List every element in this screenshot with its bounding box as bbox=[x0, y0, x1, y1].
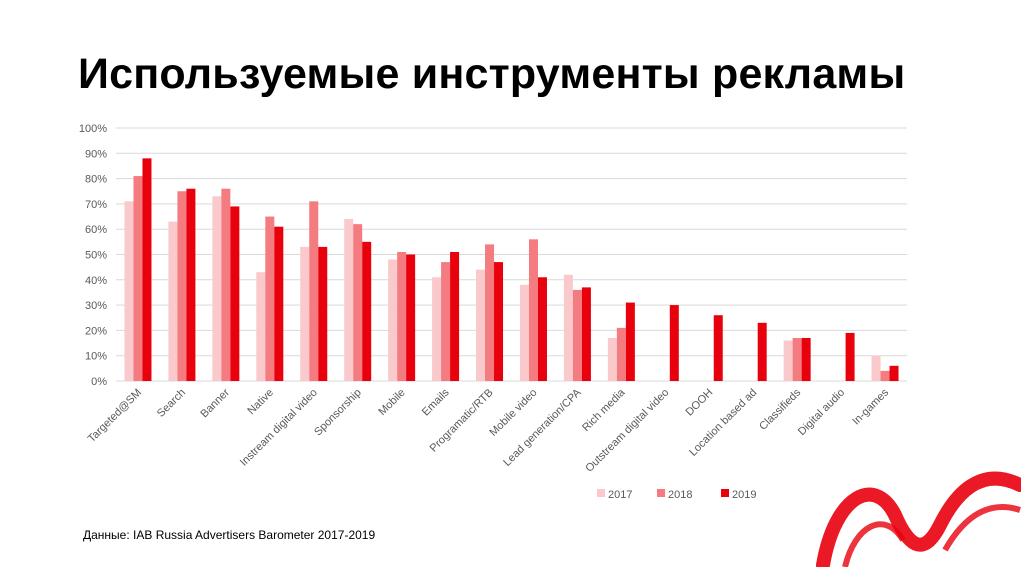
legend-label-2017: 2017 bbox=[608, 489, 632, 501]
x-tick-label: In-games bbox=[850, 386, 891, 427]
bar-2019 bbox=[845, 332, 855, 381]
page-title: Используемые инструменты рекламы bbox=[78, 50, 906, 98]
legend-label-2019: 2019 bbox=[732, 489, 756, 501]
bar-2017 bbox=[168, 221, 178, 381]
bar-2018 bbox=[880, 370, 890, 381]
y-tick-label: 90% bbox=[85, 148, 107, 160]
bar-2019 bbox=[713, 315, 723, 381]
bar-2019 bbox=[581, 287, 591, 381]
source-note: Данные: IAB Russia Advertisers Barometer… bbox=[83, 528, 376, 542]
bar-2017 bbox=[563, 274, 573, 381]
x-tick-label: Native bbox=[245, 387, 276, 418]
bar-2017 bbox=[388, 259, 398, 381]
bar-2018 bbox=[177, 191, 187, 381]
bar-2017 bbox=[783, 340, 793, 381]
y-tick-label: 50% bbox=[85, 250, 107, 262]
bar-2018 bbox=[309, 201, 319, 381]
bar-2017 bbox=[344, 219, 354, 381]
bar-2018 bbox=[441, 262, 451, 381]
x-tick-label: Banner bbox=[198, 386, 232, 420]
y-tick-label: 40% bbox=[85, 275, 107, 287]
legend-swatch-2018 bbox=[657, 489, 665, 497]
bar-2019 bbox=[494, 262, 504, 381]
x-tick-label: Targeted@SM bbox=[86, 387, 144, 445]
bar-chart: 0% 10% 20% 30% 40% 50% 60% 70% 80% 90% 100% Targete… bbox=[79, 123, 907, 501]
bar-2017 bbox=[124, 201, 134, 381]
legend-swatch-2019 bbox=[721, 489, 729, 497]
bar-2017 bbox=[476, 269, 486, 381]
bar-2019 bbox=[450, 251, 460, 381]
y-tick-label: 100% bbox=[79, 123, 107, 135]
bar-2019 bbox=[142, 158, 152, 381]
x-tick-label: Lead generation/CPA bbox=[501, 386, 584, 469]
x-tick-label: Classifieds bbox=[757, 386, 803, 432]
bar-2019 bbox=[406, 254, 416, 381]
y-tick-label: 60% bbox=[85, 224, 107, 236]
bar-2018 bbox=[397, 251, 407, 381]
bar-2017 bbox=[432, 277, 442, 381]
bar-2019 bbox=[362, 241, 372, 381]
y-tick-label: 20% bbox=[85, 325, 107, 337]
bar-2019 bbox=[230, 206, 240, 381]
bar-2019 bbox=[537, 277, 547, 381]
bar-2018 bbox=[792, 337, 802, 381]
x-tick-label: Emails bbox=[420, 386, 452, 418]
bar-2017 bbox=[256, 272, 266, 381]
legend-label-2018: 2018 bbox=[668, 489, 692, 501]
y-tick-label: 0% bbox=[91, 376, 107, 388]
bar-2017 bbox=[212, 196, 222, 381]
x-tick-label: DOOH bbox=[684, 387, 716, 419]
bar-2017 bbox=[300, 246, 310, 381]
x-tick-label: Digital audio bbox=[796, 387, 847, 438]
bar-2019 bbox=[669, 305, 679, 381]
x-tick-label: Instream digital video bbox=[238, 387, 320, 469]
bar-2019 bbox=[625, 302, 635, 381]
x-tick-label: Outstream digital video bbox=[583, 387, 671, 475]
bar-2018 bbox=[572, 289, 582, 381]
y-tick-label: 30% bbox=[85, 300, 107, 312]
bar-2019 bbox=[186, 188, 196, 381]
bar-2019 bbox=[801, 337, 811, 381]
bar-2018 bbox=[265, 216, 275, 381]
bar-2017 bbox=[519, 284, 529, 381]
x-tick-label: Mobile bbox=[376, 387, 407, 418]
legend-swatch-2017 bbox=[597, 489, 605, 497]
bar-2019 bbox=[889, 365, 899, 381]
performance-day-logo bbox=[816, 471, 1021, 567]
bar-2018 bbox=[616, 327, 626, 381]
bar-2018 bbox=[528, 239, 538, 381]
y-tick-label: 10% bbox=[85, 351, 107, 363]
bar-2018 bbox=[221, 188, 231, 381]
y-tick-label: 80% bbox=[85, 174, 107, 186]
x-tick-label: Sponsorship bbox=[312, 387, 364, 439]
bar-2017 bbox=[607, 337, 617, 381]
bar-2018 bbox=[485, 244, 495, 381]
bar-2018 bbox=[133, 176, 143, 381]
bar-2018 bbox=[353, 224, 363, 381]
bar-2019 bbox=[318, 246, 328, 381]
bar-2017 bbox=[871, 355, 881, 381]
bar-2019 bbox=[757, 322, 767, 381]
bar-2019 bbox=[274, 226, 284, 381]
x-tick-label: Search bbox=[155, 387, 188, 420]
x-tick-label: Rich media bbox=[580, 386, 628, 434]
y-tick-label: 70% bbox=[85, 199, 107, 211]
